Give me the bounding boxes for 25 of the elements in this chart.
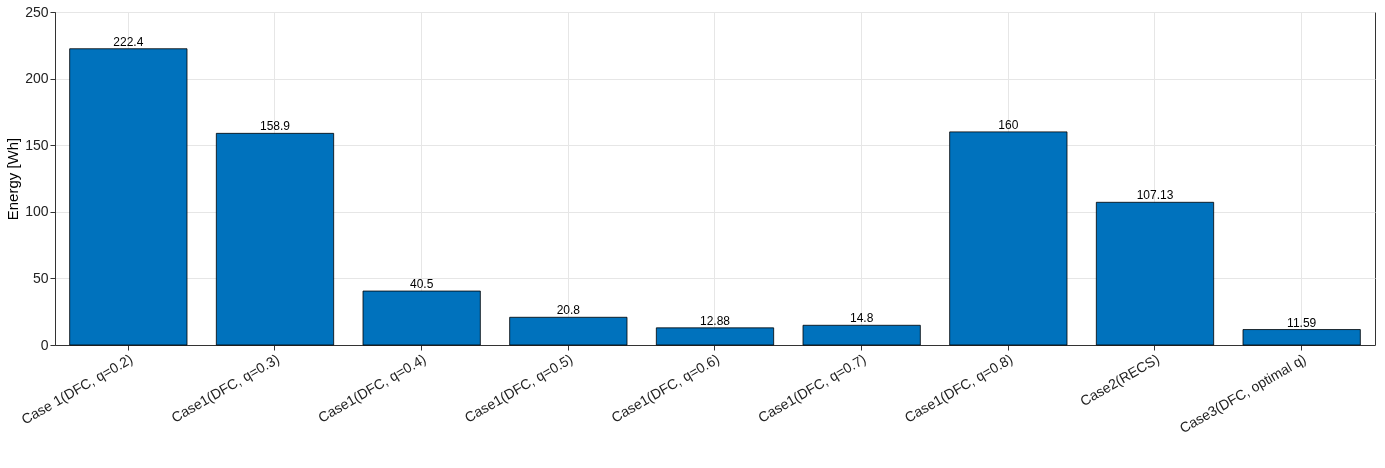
data-label: 14.8 [849,311,874,326]
data-label: 20.8 [556,303,581,318]
bar [509,316,628,346]
y-tick-label: 150 [25,136,49,153]
bar [1095,201,1215,346]
y-tick-label: 100 [25,203,49,220]
bar [1242,329,1361,346]
data-label: 107.13 [1136,188,1174,203]
data-label: 12.88 [699,313,731,328]
data-label: 222.4 [113,34,144,49]
bar [69,48,188,346]
y-tick-label: 0 [40,336,49,353]
bar [215,132,335,346]
data-label: 40.5 [409,277,434,292]
data-label: 11.59 [1287,315,1317,330]
bar [362,290,481,346]
bar [802,324,921,346]
y-tick-label: 200 [25,70,49,87]
y-tick-label: 50 [32,269,49,286]
y-axis-title: Energy [Wh] [4,137,22,221]
data-label: 158.9 [259,119,291,134]
data-label: 160 [998,117,1019,132]
bar [949,131,1068,346]
bar [655,327,775,346]
y-tick-label: 250 [25,3,49,20]
